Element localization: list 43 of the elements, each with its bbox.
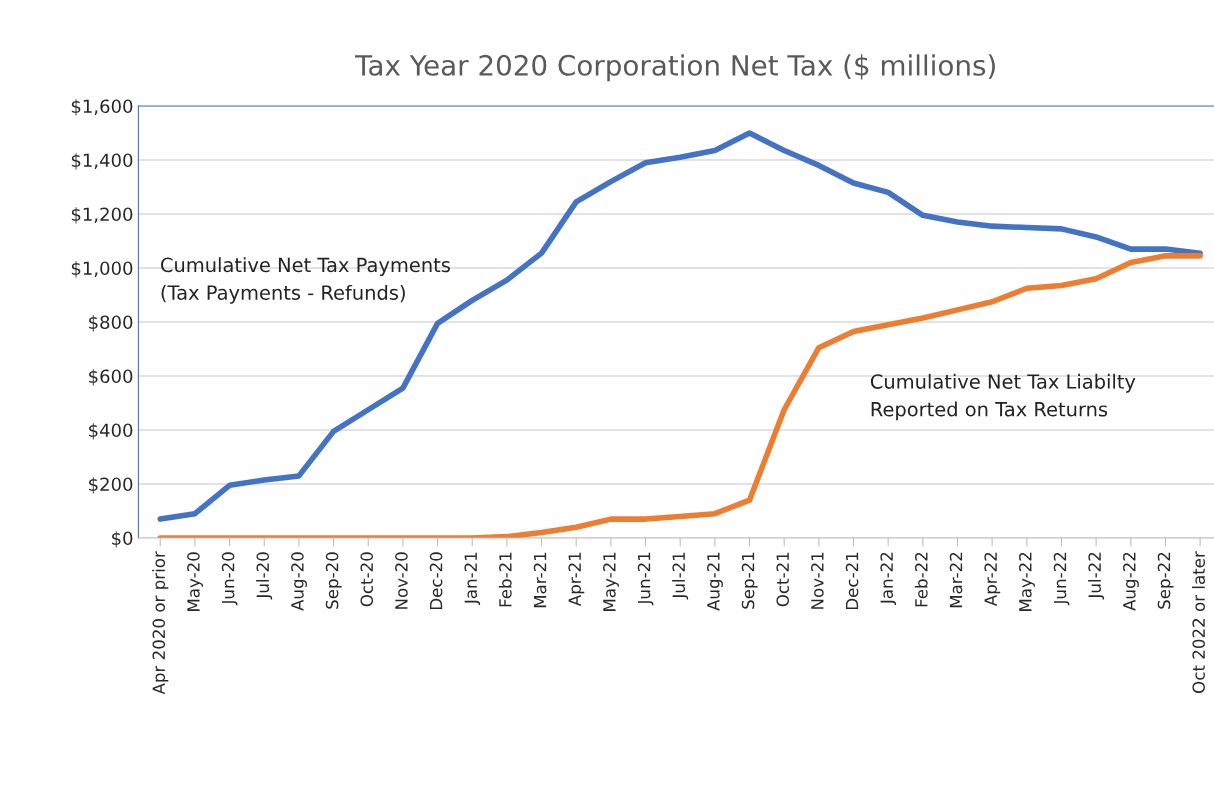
x-tick-label: Mar-21: [533, 552, 547, 608]
x-tick-label: Aug-21: [707, 552, 723, 611]
x-tick-label: Apr 2020 or prior: [152, 551, 169, 695]
y-tick-label: $1,000: [71, 261, 133, 278]
x-tick-label: Jul-20: [256, 552, 273, 600]
x-tick-label: Nov-20: [395, 552, 408, 609]
y-tick-label: $800: [89, 315, 133, 332]
series-label: Cumulative Net Tax Payments (Tax Payments - Refunds): [161, 257, 450, 304]
y-tick-label: $400: [89, 423, 133, 440]
x-tick-label: Sep-22: [1157, 552, 1174, 609]
y-tick-label: $1,200: [71, 207, 133, 224]
x-tick-label: Apr-21: [568, 552, 585, 607]
x-tick-label: Jan-22: [880, 552, 897, 605]
x-tick-label: Oct-21: [776, 552, 790, 607]
x-tick-label: Jun-20: [221, 552, 238, 606]
x-tick-label: Jan-21: [464, 552, 481, 605]
x-tick-label: Sep-20: [325, 552, 342, 609]
y-tick-label: $600: [89, 369, 133, 386]
x-tick-label: Feb-22: [914, 552, 928, 607]
x-tick-label: Nov-21: [811, 552, 824, 609]
y-tick-label: $0: [112, 531, 133, 548]
x-tick-label: Jun-21: [637, 552, 654, 606]
x-tick-label: May-21: [603, 552, 619, 611]
x-tick-label: Jul-22: [1088, 552, 1105, 600]
y-tick-label: $200: [89, 477, 133, 494]
x-tick-label: Oct 2022 or later: [1192, 551, 1205, 693]
x-tick-label: Mar-22: [949, 552, 963, 608]
text: Cumulative Net Tax Liabilty Reported on Tax Returns: [870, 373, 1136, 421]
x-tick-label: Jun-22: [1053, 552, 1070, 606]
x-tick-label: Oct-20: [360, 552, 374, 607]
x-tick-label: Sep-21: [741, 552, 758, 609]
x-tick-label: May-20: [187, 552, 203, 611]
x-tick-label: Dec-21: [845, 552, 859, 610]
x-tick-label: Feb-21: [498, 552, 512, 607]
x-tick-label: Jul-21: [672, 552, 689, 600]
x-tick-label: May-22: [1019, 552, 1035, 611]
x-tick-label: Aug-22: [1123, 552, 1139, 611]
x-tick-label: Apr-22: [984, 552, 1001, 607]
x-tick-label: Aug-20: [291, 552, 307, 611]
y-tick-label: $1,600: [71, 99, 133, 116]
x-tick-label: Dec-20: [429, 552, 443, 610]
y-tick-label: $1,400: [71, 153, 133, 170]
chart-title: Tax Year 2020 Corporation Net Tax ($ millions): [355, 54, 995, 82]
